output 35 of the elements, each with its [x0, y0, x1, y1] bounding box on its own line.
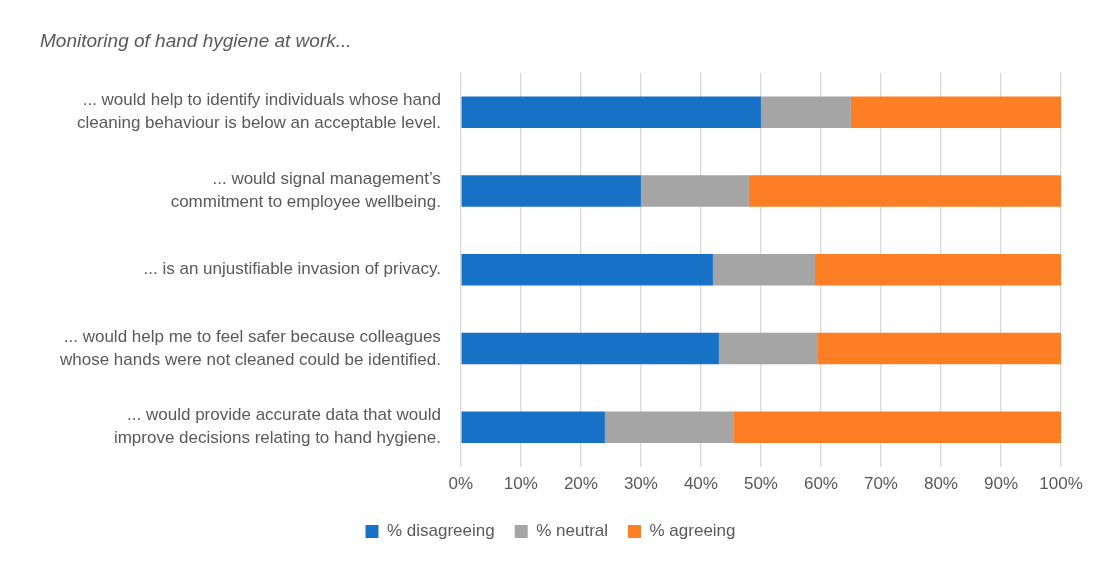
bar [461, 332, 719, 365]
y-tick-label: ... would help me to feel safer because colleagues whose hands were not cleaned could be identified. [59, 326, 441, 369]
bar [748, 175, 1061, 207]
x-tick-label: 30% [623, 474, 658, 494]
bar [817, 332, 1061, 365]
x-tick-label: 90% [983, 474, 1018, 494]
y-tick-label: ... would help to identify individuals whose hand cleaning behaviour is below an acceptable level. [77, 90, 441, 133]
x-tick-label: 50% [743, 474, 778, 494]
x-tick-label: 80% [923, 474, 958, 494]
y-tick-label: ... would signal management’s commitment to employee wellbeing. [170, 169, 441, 212]
x-tick-label: 40% [683, 474, 718, 494]
x-tick-label: 60% [803, 474, 838, 494]
bar [604, 411, 734, 443]
bar [640, 175, 749, 207]
bar [718, 332, 818, 365]
bar [733, 411, 1061, 443]
bar [814, 253, 1061, 286]
bar [712, 253, 815, 286]
bar [461, 411, 605, 443]
bar [461, 253, 713, 286]
bar [760, 96, 851, 128]
x-tick-label: 10% [503, 474, 538, 494]
bar [850, 96, 1061, 128]
y-tick-label: ... is an unjustifiable invasion of privacy. [143, 259, 441, 279]
x-tick-label: 0% [448, 474, 474, 494]
bar [461, 175, 641, 207]
x-tick-label: 100% [1039, 474, 1083, 494]
legend-label: % agreeing [649, 521, 736, 541]
bar [461, 96, 761, 128]
x-tick-label: 70% [863, 474, 898, 494]
text: Monitoring of hand hygiene at work... [40, 29, 352, 51]
x-tick-label: 20% [563, 474, 598, 494]
y-tick-label: ... would provide accurate data that would improve decisions relating to hand hygiene. [113, 405, 441, 448]
legend-label: % neutral [536, 521, 609, 541]
legend-label: % disagreeing [386, 521, 495, 541]
